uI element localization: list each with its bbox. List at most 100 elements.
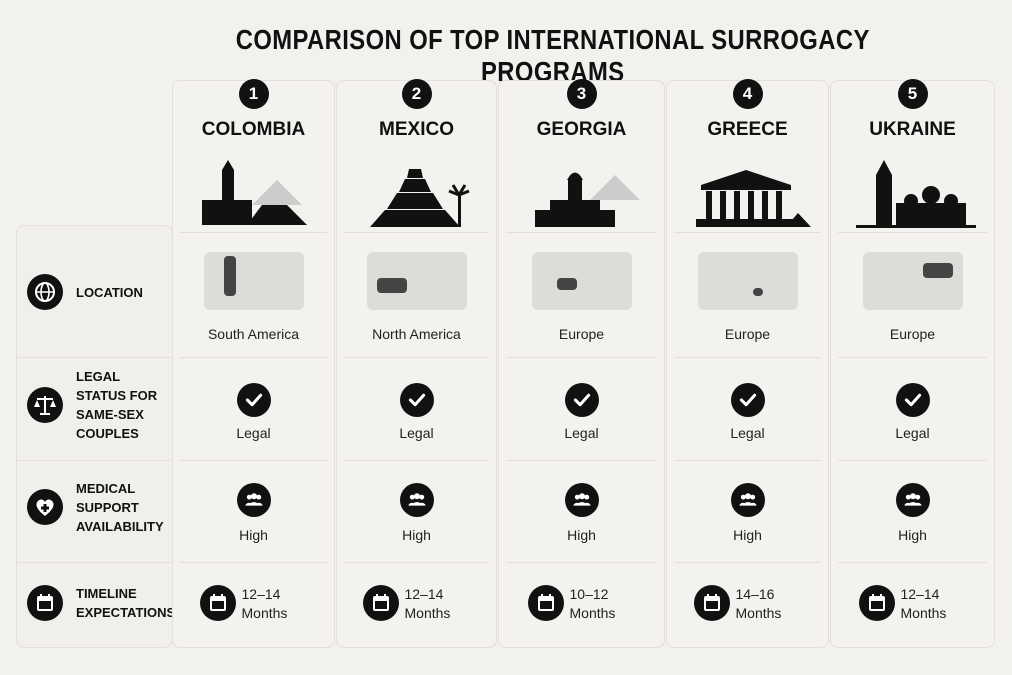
legal-icon [730, 383, 765, 417]
medical-icon [730, 483, 765, 517]
people-body [573, 502, 590, 506]
country-name: GREECE [707, 119, 788, 140]
country-name: GEORGIA [536, 119, 627, 140]
calendar-grid [705, 601, 718, 609]
people-body [739, 502, 756, 506]
medical-support: High [239, 527, 268, 543]
row-label: LEGAL STATUS FOR SAME-SEX COUPLES [76, 369, 171, 441]
icon [399, 483, 434, 517]
icon-circle [564, 483, 599, 517]
row-separator [344, 460, 489, 461]
rank-badge: 4 [732, 79, 763, 109]
people-body [904, 502, 921, 506]
legal-status: Legal [236, 425, 271, 441]
map-land [862, 252, 963, 310]
row-label-text: LOCATION [76, 284, 143, 300]
timeline-unit: Months [569, 605, 616, 621]
calendar-grid [39, 601, 51, 609]
location-map [862, 248, 963, 314]
icon-circle [895, 483, 930, 517]
landmark [355, 155, 480, 230]
map-highlight [376, 278, 407, 293]
timeline-icon [858, 585, 895, 621]
row-separator [344, 562, 489, 563]
row-label-text: TIMELINE EXPECTATIONS [76, 586, 176, 620]
row-separator [506, 562, 657, 563]
icon [564, 383, 599, 417]
timeline-icon [199, 585, 236, 621]
icon [895, 383, 930, 417]
row-icon [27, 489, 63, 525]
checkmark [245, 393, 262, 407]
row-label: TIMELINE EXPECTATIONS [76, 573, 175, 633]
row-separator [674, 357, 821, 358]
medical-icon [236, 483, 271, 517]
legal-status: Legal [564, 425, 599, 441]
calendar-grid [539, 601, 552, 609]
map-land [366, 252, 467, 310]
country-name: MEXICO [379, 119, 454, 140]
icon [564, 483, 599, 517]
icon [527, 585, 564, 621]
person [574, 494, 580, 500]
person [909, 493, 916, 500]
icon-circle [236, 383, 271, 417]
row-separator [838, 357, 987, 358]
scale-pans [34, 400, 56, 407]
person [578, 493, 585, 500]
landmark-shape [695, 170, 811, 227]
calendar-grid [870, 601, 883, 609]
row-separator [180, 357, 327, 358]
title: COMPARISON OF TOP INTERNATIONAL SURROGAC… [235, 24, 870, 87]
icon [693, 585, 730, 621]
timeline-range: 10–12 [569, 586, 609, 602]
row-icon [27, 274, 63, 310]
location-map [203, 248, 304, 314]
row-separator [17, 460, 172, 461]
medical-support: High [567, 527, 596, 543]
row-label-text: LEGAL STATUS FOR SAME-SEX COUPLES [76, 369, 158, 441]
person [583, 494, 589, 500]
person [255, 494, 261, 500]
column-card [830, 80, 995, 648]
medical-support: High [733, 527, 762, 543]
row-separator [506, 232, 657, 233]
landmark-shape [534, 172, 640, 227]
row-separator [180, 562, 327, 563]
icon [27, 489, 63, 525]
timeline-range: 14–16 [735, 586, 775, 602]
location: Europe [558, 326, 605, 342]
legal-status: Legal [399, 425, 434, 441]
row-separator [838, 562, 987, 563]
row-separator [180, 460, 327, 461]
location-map [531, 248, 632, 314]
person [409, 494, 415, 500]
medical-icon [895, 483, 930, 517]
row-icon [27, 585, 63, 621]
cross [41, 504, 49, 512]
map [697, 252, 798, 310]
icon [730, 383, 765, 417]
map-highlight [223, 256, 236, 296]
map [366, 252, 467, 310]
person [744, 493, 751, 500]
legal-icon [399, 383, 434, 417]
map [203, 252, 304, 310]
country-name: UKRAINE [869, 119, 956, 140]
icon-circle [564, 383, 599, 417]
rank-badge: 5 [897, 79, 928, 109]
icon [730, 483, 765, 517]
icon [27, 274, 63, 310]
landmark-shape [201, 160, 307, 225]
person [246, 494, 252, 500]
icon [236, 383, 271, 417]
icon [362, 585, 399, 621]
map [862, 252, 963, 310]
row-separator [674, 232, 821, 233]
people-body [408, 502, 425, 506]
landmark-illustration [369, 169, 470, 227]
icon [199, 585, 236, 621]
person [413, 493, 420, 500]
location: Europe [889, 326, 936, 342]
